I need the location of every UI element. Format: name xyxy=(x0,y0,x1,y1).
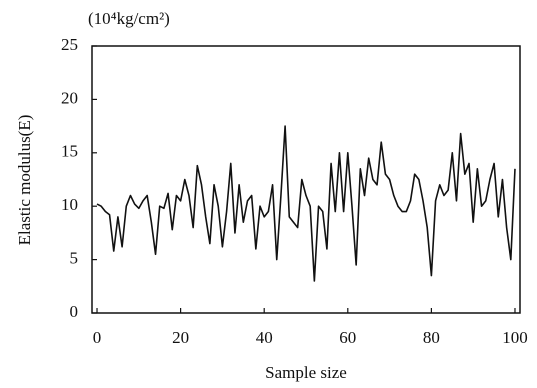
y-tick-label: 10 xyxy=(61,195,78,214)
y-tick-label: 20 xyxy=(61,88,78,107)
x-axis-label: Sample size xyxy=(265,363,347,382)
y-tick-label: 15 xyxy=(61,142,78,161)
x-tick-label: 100 xyxy=(502,328,528,347)
y-tick-label: 5 xyxy=(70,249,79,268)
unit-label: (10⁴kg/cm²) xyxy=(88,9,170,28)
plot-frame xyxy=(91,45,521,314)
x-tick-label: 40 xyxy=(256,328,273,347)
x-tick-label: 20 xyxy=(172,328,189,347)
x-tick-label: 80 xyxy=(423,328,440,347)
y-axis-label: Elastic modulus(E) xyxy=(15,115,34,246)
data-line xyxy=(96,125,516,282)
x-tick-label: 0 xyxy=(93,328,102,347)
x-tick-label: 60 xyxy=(339,328,356,347)
y-tick-label: 25 xyxy=(61,35,78,54)
y-tick-label: 0 xyxy=(70,302,79,321)
